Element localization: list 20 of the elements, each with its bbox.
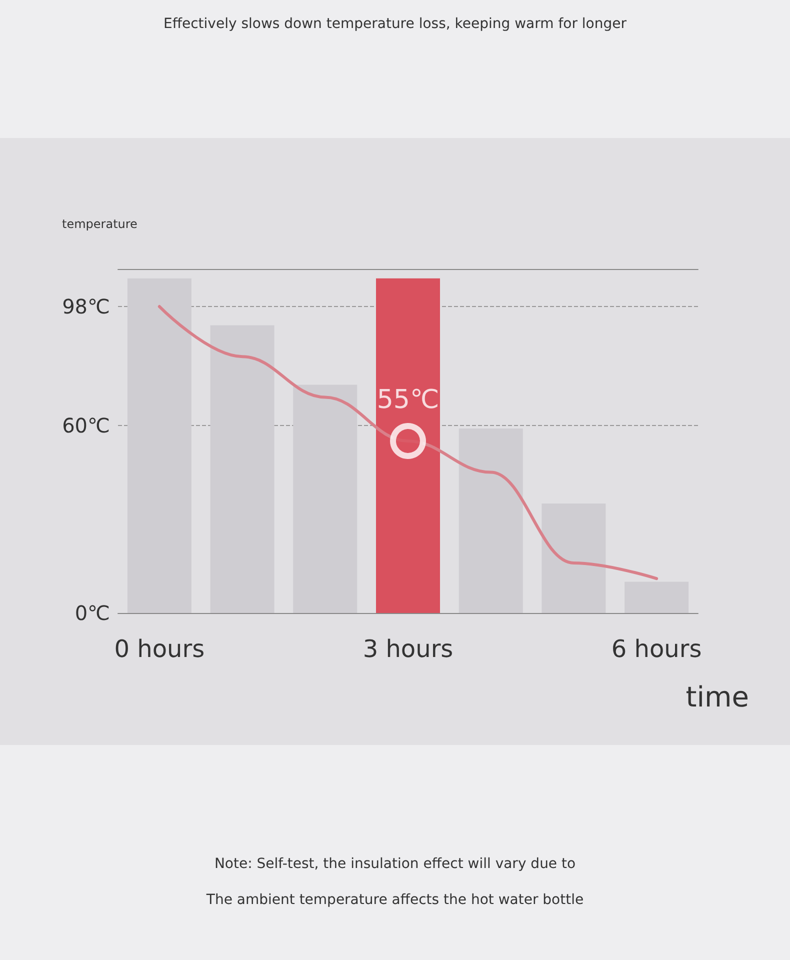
x-tick-label: 6 hours <box>611 635 702 663</box>
bar <box>376 278 440 613</box>
y-tick-label: 60℃ <box>62 413 110 438</box>
x-tick-label: 3 hours <box>362 635 454 663</box>
data-label: 55℃ <box>376 385 440 415</box>
bar <box>542 504 606 613</box>
y-tick-label: 98℃ <box>62 294 110 319</box>
line-series <box>158 305 658 580</box>
text: Note: Self-test, the insulation effect will vary due to <box>214 856 576 872</box>
y-tick-label: 0℃ <box>74 601 110 625</box>
bar <box>458 428 523 613</box>
y-axis-title: temperature <box>62 217 138 231</box>
bar <box>293 384 358 613</box>
x-axis-title: time <box>686 680 750 714</box>
text: The ambient temperature affects the hot water bottle <box>205 892 584 908</box>
bar <box>210 325 274 613</box>
bar <box>127 278 192 613</box>
x-tick-label: 0 hours <box>114 635 205 663</box>
chart-title: Effectively slows down temperature loss, keeping warm for longer <box>164 16 627 32</box>
bar <box>624 582 689 613</box>
